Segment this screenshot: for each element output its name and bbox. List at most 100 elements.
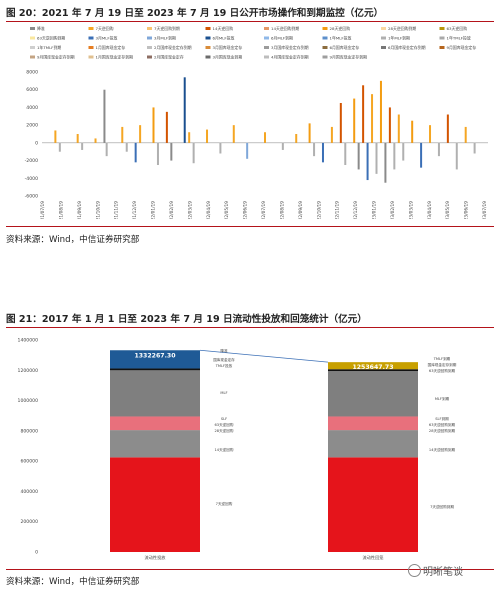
operation-bar (393, 142, 396, 170)
legend-swatch (439, 46, 445, 49)
x-tick-label: 2022/02/19 (169, 201, 175, 219)
operation-bar (152, 107, 155, 143)
segment-label: 63天逆回购 (215, 422, 234, 427)
operation-bar (357, 142, 360, 170)
total-label: 1332267.30 (134, 352, 176, 359)
operation-bar (339, 103, 342, 143)
figure-20-bottom-rule (6, 226, 494, 227)
x-tick-label: 2022/07/19 (261, 201, 267, 219)
legend-swatch (264, 55, 269, 59)
legend-label: 6月MLF到期 (271, 36, 293, 41)
legend-label: 1月国库现金定存到期 (96, 55, 134, 60)
operation-bar (464, 126, 467, 143)
segment-label: 63天逆回购到期 (429, 422, 456, 427)
x-tick-label: 2022/05/19 (224, 201, 230, 219)
y-tick-label: 400000 (20, 489, 38, 495)
stack-segment (110, 457, 200, 552)
legend-swatch (147, 46, 152, 49)
legend-swatch (205, 27, 211, 30)
x-tick-label: 2022/11/19 (335, 201, 341, 219)
y-tick-label: 6000 (26, 87, 38, 93)
legend-swatch (88, 36, 94, 40)
legend-swatch (381, 27, 386, 30)
y-tick-label: -6000 (25, 194, 38, 200)
operation-bar (219, 142, 222, 154)
legend-swatch (381, 36, 386, 40)
figure-21-title: 图 21：2017 年 1 月 1 日至 2023 年 7 月 19 日流动性投… (6, 314, 367, 325)
operation-bar (103, 89, 106, 143)
open-market-operations-chart: 降准 7天逆回购 7天逆回购到期 14天逆回购 14天逆回购到期 28天逆回购 28天逆回购… (25, 26, 488, 219)
legend-swatch (439, 36, 445, 40)
segment-label: 28天逆回购 (215, 428, 234, 433)
operation-bar (183, 77, 186, 143)
y-tick-label: 8000 (26, 70, 38, 76)
operation-bar (76, 134, 79, 143)
stack-segment (110, 430, 200, 458)
legend-label: 3月MLF投放 (96, 36, 118, 41)
x-tick-label: 2023/04/19 (427, 201, 433, 219)
legend-label: 2月国库现金定存 (154, 55, 184, 60)
operation-bar (402, 142, 405, 161)
legend-label: 3月MLF到期 (154, 36, 176, 41)
stack-segment (110, 350, 200, 369)
segment-label: MLF (220, 391, 227, 395)
legend-swatch (264, 46, 269, 49)
stack-segment (328, 369, 418, 372)
legend-swatch (264, 27, 269, 30)
legend-swatch (205, 55, 211, 59)
x-tick-label: 2021/08/19 (58, 201, 64, 219)
operation-bar (308, 123, 311, 143)
x-tick-label: 2023/01/19 (372, 201, 378, 219)
legend-swatch (322, 55, 328, 59)
legend-swatch (264, 36, 269, 40)
operation-bar (264, 132, 266, 143)
stack-segment (328, 416, 418, 431)
operation-bar (330, 126, 333, 143)
y-tick-label: -4000 (25, 176, 38, 182)
operation-bar (94, 138, 97, 143)
legend-label: 4月国库现金定存到期 (271, 55, 309, 60)
operation-bar (313, 142, 316, 157)
category-label: 流动性回笼 (363, 554, 385, 561)
operation-bar (362, 85, 365, 143)
operation-bar (473, 142, 476, 154)
operation-bar (397, 114, 400, 143)
x-tick-label: 2022/12/19 (353, 201, 359, 219)
operation-bar (455, 142, 458, 170)
y-tick-label: 1200000 (18, 368, 39, 374)
y-tick-label: 600000 (20, 459, 38, 465)
legend-swatch (147, 55, 152, 59)
x-tick-label: 2021/12/19 (132, 201, 138, 219)
x-tick-label: 2023/07/19 (482, 201, 488, 219)
operation-bar (58, 142, 61, 152)
x-tick-label: 2022/04/19 (206, 201, 212, 219)
legend-label: 6月国库现金定存 (330, 45, 360, 50)
stack-segment (110, 368, 200, 371)
legend-label: 1年MLF投放 (330, 36, 352, 41)
x-tick-label: 2023/05/19 (445, 201, 451, 219)
operation-bar (429, 125, 432, 143)
legend-label: 9月国库现金定存 (447, 45, 477, 50)
legend-label: 6月国库现金定存到期 (388, 45, 426, 50)
legend-label: 3月国库现金到期 (213, 55, 243, 60)
legend-label: 9月国库现金定存到期 (37, 55, 75, 60)
legend-label: 63天逆回购到期 (37, 36, 65, 41)
legend-swatch (439, 27, 445, 30)
operation-bar (371, 94, 374, 143)
legend-label: 1月国库现金定存 (96, 45, 126, 50)
segment-label: 63天逆回购到期 (429, 368, 456, 373)
stack-segment (110, 416, 200, 431)
x-tick-label: 2022/08/19 (279, 201, 285, 219)
x-tick-label: 2023/06/19 (464, 201, 470, 219)
operation-bar (281, 142, 284, 150)
x-tick-label: 2021/07/19 (40, 201, 46, 219)
y-tick-label: 1000000 (18, 398, 39, 404)
watermark: 明晰笔谈 (408, 563, 463, 578)
segment-label: 降准 (220, 348, 228, 353)
operation-bar (139, 125, 142, 143)
segment-label: SLF到期 (435, 416, 449, 421)
x-tick-label: 2022/03/19 (187, 201, 193, 219)
operation-bar (366, 142, 369, 181)
legend-label: 9月国库现金定存到期 (330, 55, 368, 60)
y-tick-label: 2000 (26, 123, 38, 129)
